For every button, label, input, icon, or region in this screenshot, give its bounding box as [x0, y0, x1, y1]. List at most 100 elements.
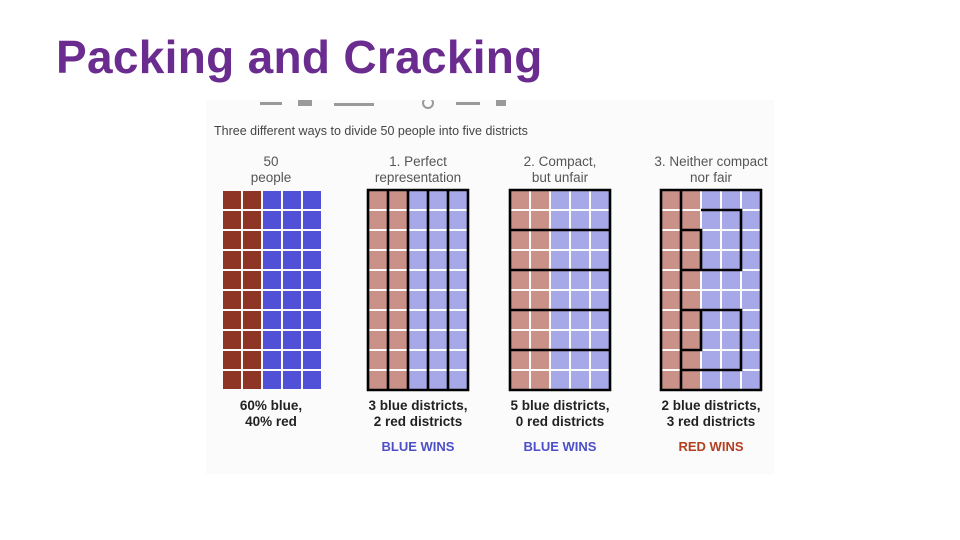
blue-voter-cell [591, 351, 609, 369]
grid-perfect-representation [366, 188, 470, 392]
heading-line: representation [374, 170, 462, 185]
blue-voter-cell [551, 251, 569, 269]
grid-gerrymandered [659, 188, 763, 392]
blue-voter-cell [409, 311, 427, 329]
red-voter-cell [223, 211, 241, 229]
blue-voter-cell [702, 371, 720, 389]
caption-line: 40% red [245, 414, 297, 429]
caption-line: 3 red districts [666, 414, 756, 429]
blue-voter-cell [429, 251, 447, 269]
blue-voter-cell [722, 291, 740, 309]
blue-voter-cell [702, 351, 720, 369]
caption-line: 2 blue districts, [661, 398, 761, 413]
blue-voter-cell [303, 211, 321, 229]
red-voter-cell [511, 251, 529, 269]
grid-compact-unfair [508, 188, 612, 392]
blue-voter-cell [283, 331, 301, 349]
heading-line: 2. Compact, [523, 154, 597, 169]
district-border [508, 188, 612, 392]
blue-voter-cell [283, 251, 301, 269]
blue-voter-cell [571, 291, 589, 309]
red-voter-cell [389, 291, 407, 309]
blue-voter-cell [591, 191, 609, 209]
red-voter-cell [682, 311, 700, 329]
slide-title: Packing and Cracking [56, 31, 543, 83]
red-voter-cell [389, 371, 407, 389]
blue-voter-cell [283, 191, 301, 209]
blue-voter-cell [571, 351, 589, 369]
blue-voter-cell [303, 331, 321, 349]
red-voter-cell [223, 271, 241, 289]
caption-perfect-representation: 3 blue districts, 2 red districts [343, 398, 493, 430]
red-voter-cell [243, 371, 261, 389]
blue-voter-cell [591, 331, 609, 349]
blue-voter-cell [263, 191, 281, 209]
outcome-gerrymandered: RED WINS [678, 439, 744, 454]
blue-voter-cell [303, 351, 321, 369]
blue-voter-cell [429, 311, 447, 329]
blue-voter-cell [409, 231, 427, 249]
district-border [659, 188, 763, 392]
red-voter-cell [369, 331, 387, 349]
red-voter-cell [389, 271, 407, 289]
red-voter-cell [389, 231, 407, 249]
district-border [366, 188, 470, 392]
blue-voter-cell [551, 331, 569, 349]
blue-voter-cell [742, 271, 760, 289]
red-voter-cell [243, 311, 261, 329]
caption-line: 0 red districts [515, 414, 605, 429]
red-voter-cell [682, 191, 700, 209]
panel-heading-people: 50 people [196, 154, 346, 186]
red-voter-cell [223, 331, 241, 349]
blue-voter-cell [551, 311, 569, 329]
blue-voter-cell [283, 231, 301, 249]
blue-voter-cell [409, 371, 427, 389]
red-voter-cell [511, 291, 529, 309]
red-voter-cell [662, 331, 680, 349]
blue-voter-cell [722, 251, 740, 269]
blue-voter-cell [702, 231, 720, 249]
blue-voter-cell [303, 311, 321, 329]
blue-voter-cell [449, 271, 467, 289]
blue-voter-cell [263, 351, 281, 369]
red-voter-cell [531, 371, 549, 389]
blue-voter-cell [283, 291, 301, 309]
red-voter-cell [243, 331, 261, 349]
blue-voter-cell [409, 211, 427, 229]
blue-voter-cell [263, 331, 281, 349]
blue-voter-cell [702, 211, 720, 229]
districting-figure: Three different ways to divide 50 people… [206, 100, 774, 474]
red-voter-cell [223, 231, 241, 249]
blue-voter-cell [571, 271, 589, 289]
blue-voter-cell [571, 331, 589, 349]
red-voter-cell [682, 371, 700, 389]
heading-line: but unfair [531, 170, 589, 185]
blue-voter-cell [702, 271, 720, 289]
blue-voter-cell [571, 371, 589, 389]
blue-voter-cell [429, 371, 447, 389]
blue-voter-cell [722, 271, 740, 289]
heading-line: 1. Perfect [389, 154, 447, 169]
blue-voter-cell [263, 311, 281, 329]
blue-voter-cell [551, 231, 569, 249]
blue-voter-cell [742, 191, 760, 209]
red-voter-cell [662, 211, 680, 229]
blue-voter-cell [571, 311, 589, 329]
blue-voter-cell [263, 271, 281, 289]
blue-voter-cell [429, 191, 447, 209]
heading-line: nor fair [689, 170, 733, 185]
red-voter-cell [531, 351, 549, 369]
blue-voter-cell [283, 271, 301, 289]
heading-line: 3. Neither compact [654, 154, 768, 169]
blue-voter-cell [263, 291, 281, 309]
blue-voter-cell [409, 291, 427, 309]
blue-voter-cell [449, 211, 467, 229]
red-voter-cell [389, 191, 407, 209]
blue-voter-cell [303, 291, 321, 309]
blue-voter-cell [591, 311, 609, 329]
blue-voter-cell [449, 311, 467, 329]
panel-heading-neither: 3. Neither compact nor fair [636, 154, 786, 186]
red-voter-cell [243, 231, 261, 249]
blue-voter-cell [742, 231, 760, 249]
blue-voter-cell [409, 191, 427, 209]
